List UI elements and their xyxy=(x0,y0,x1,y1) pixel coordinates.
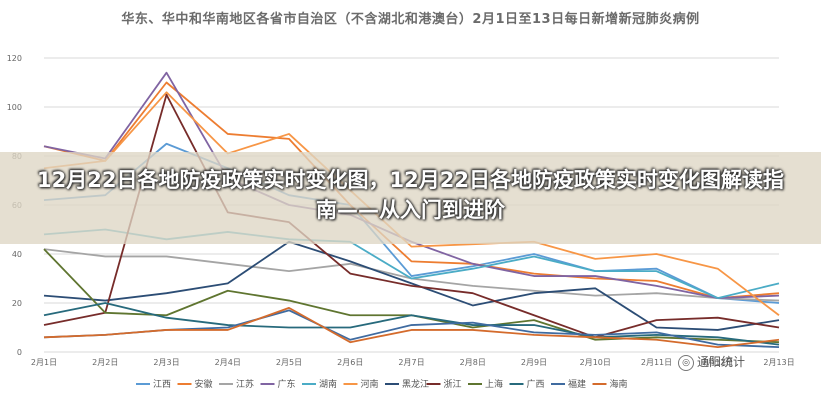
x-tick-label: 2月11日 xyxy=(641,358,672,367)
watermark-text: 通阳统计 xyxy=(697,355,746,369)
x-tick-label: 2月6日 xyxy=(337,358,363,367)
y-tick-label: 100 xyxy=(7,103,22,112)
headline-banner xyxy=(0,152,821,244)
x-tick-label: 2月5日 xyxy=(276,358,302,367)
legend-label: 海南 xyxy=(610,378,628,390)
x-tick-label: 2月9日 xyxy=(521,358,547,367)
legend-label: 广西 xyxy=(527,378,545,390)
y-tick-label: 20 xyxy=(12,299,22,308)
series-line xyxy=(43,306,780,349)
series-line xyxy=(43,142,780,304)
legend-label: 广东 xyxy=(278,378,296,390)
x-tick-label: 2月7日 xyxy=(398,358,424,367)
watermark: ◎ 通阳统计 xyxy=(678,353,745,371)
legend-label: 上海 xyxy=(485,378,503,390)
wechat-icon: ◎ xyxy=(678,354,694,371)
series-line xyxy=(43,81,780,300)
x-tick-label: 2月12日 xyxy=(702,358,733,367)
series-line xyxy=(43,93,780,339)
y-tick-label: 120 xyxy=(7,54,22,63)
legend-label: 安徽 xyxy=(195,378,213,390)
x-tick-label: 2月10日 xyxy=(580,358,611,367)
legend-label: 湖南 xyxy=(319,378,337,390)
x-tick-label: 2月1日 xyxy=(31,358,57,367)
series-line xyxy=(43,302,780,346)
legend-label: 黑龙江 xyxy=(402,378,429,390)
legend-label: 江苏 xyxy=(236,378,254,390)
x-tick-label: 2月8日 xyxy=(460,358,486,367)
series-line xyxy=(43,91,780,316)
legend-label: 河南 xyxy=(361,378,379,390)
legend-label: 福建 xyxy=(568,378,586,390)
y-tick-label: 0 xyxy=(17,348,22,357)
chart-title: 华东、华中和华南地区各省市自治区（不含湖北和港澳台）2月1日至13日每日新增新冠… xyxy=(121,12,700,27)
x-tick-label: 2月4日 xyxy=(215,358,241,367)
series-line xyxy=(43,240,780,331)
legend-label: 江西 xyxy=(153,379,171,390)
legend-label: 浙江 xyxy=(444,378,462,390)
y-tick-label: 40 xyxy=(12,250,22,259)
x-tick-label: 2月3日 xyxy=(153,358,179,367)
x-tick-label: 2月2日 xyxy=(92,358,118,367)
headline-text: 12月22日各地防疫政策实时变化图，12月22日各地防疫政策实时变化图解读指南—… xyxy=(37,168,784,222)
x-tick-label: 2月13日 xyxy=(763,358,794,367)
